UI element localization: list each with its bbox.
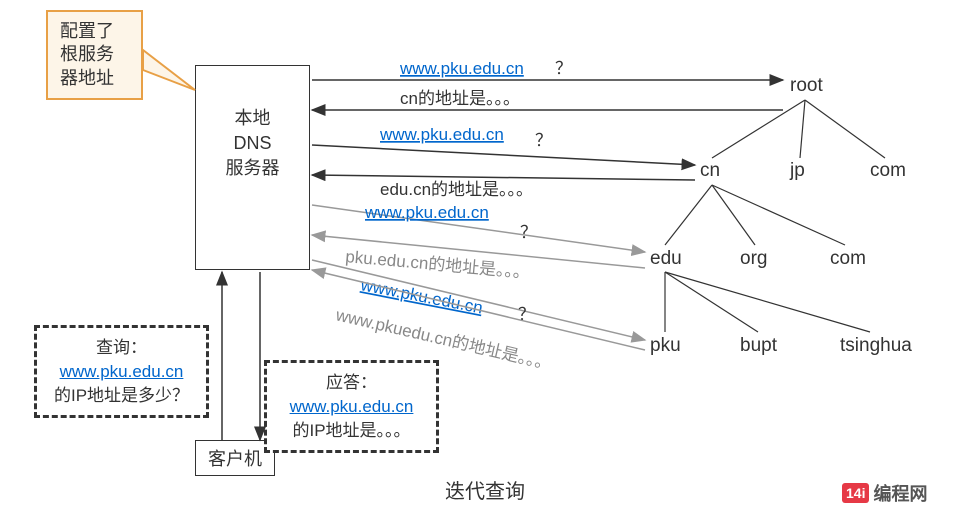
q4-mark: ？	[518, 305, 535, 324]
q1-url: www.pku.edu.cn	[399, 59, 524, 78]
tree-node-bupt: bupt	[740, 335, 777, 357]
tree-node-com1: com	[870, 160, 906, 182]
q3-mark: ？	[520, 223, 537, 242]
q3-url: www.pku.edu.cn	[364, 203, 489, 222]
r1-text: cn的地址是。。。	[400, 89, 520, 108]
query-dashed-box: 查询： www.pku.edu.cn 的IP地址是多少？	[34, 325, 209, 418]
callout-line: 器地址	[60, 67, 129, 90]
response-title: 应答：	[275, 371, 428, 395]
q4-url: www.pku.edu.cn	[358, 275, 484, 317]
query-url-link[interactable]: www.pku.edu.cn	[60, 362, 184, 381]
dns-line: 服务器	[196, 156, 309, 181]
logo-badge: 14i	[842, 483, 869, 503]
tree-node-edu: edu	[650, 248, 682, 270]
site-logo: 14i 编程网	[842, 480, 927, 506]
response-url-link[interactable]: www.pku.edu.cn	[290, 397, 414, 416]
tree-node-cn: cn	[700, 160, 720, 182]
query-tail: 的IP地址是多少？	[45, 384, 198, 408]
tree-node-org: org	[740, 248, 767, 270]
response-tail: 的IP地址是。。。	[275, 419, 428, 443]
tree-node-pku: pku	[650, 335, 681, 357]
response-dashed-box: 应答： www.pku.edu.cn 的IP地址是。。。	[264, 360, 439, 453]
tree-node-jp: jp	[790, 160, 805, 182]
client-label: 客户机	[208, 449, 262, 469]
dns-line: 本地	[196, 106, 309, 131]
dns-line: DNS	[196, 131, 309, 156]
diagram-title: 迭代查询	[445, 475, 525, 504]
query-title: 查询：	[45, 336, 198, 360]
local-dns-server-box: 本地 DNS 服务器	[195, 65, 310, 270]
logo-text: 编程网	[873, 480, 927, 506]
callout-line: 根服务	[60, 43, 129, 66]
tree-node-tsinghua: tsinghua	[840, 335, 912, 357]
q2-mark: ？	[535, 131, 552, 150]
r2-text: edu.cn的地址是。。。	[380, 180, 533, 199]
tree-node-com2: com	[830, 248, 866, 270]
tree-node-root: root	[790, 75, 823, 97]
q1-mark: ？	[555, 59, 572, 78]
r3-text: pku.edu.cn的地址是。。。	[345, 247, 531, 282]
root-config-callout: 配置了 根服务 器地址	[46, 10, 143, 100]
q2-url: www.pku.edu.cn	[379, 125, 504, 144]
callout-line: 配置了	[60, 20, 129, 43]
client-box: 客户机	[195, 440, 275, 476]
